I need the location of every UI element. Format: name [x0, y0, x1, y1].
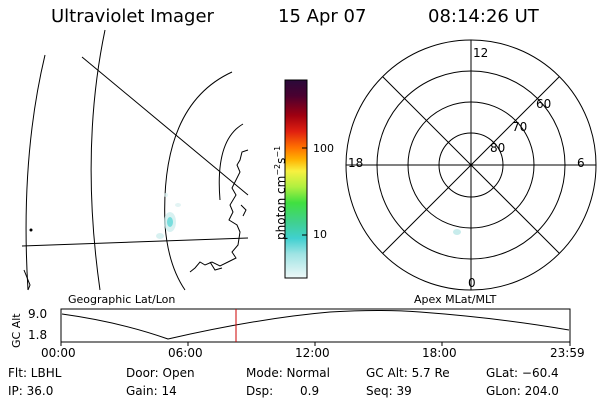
dsp-label: Dsp:: [246, 384, 274, 398]
door-info: Door: Open: [126, 366, 195, 380]
polar-caption: Apex MLat/MLT: [414, 293, 497, 306]
filter-info: Flt: LBHL: [8, 366, 62, 380]
date-label: 15 Apr 07: [278, 6, 367, 27]
xtick-18-00: 18:00: [422, 346, 457, 360]
colorbar-tick-10: 10: [313, 228, 327, 241]
geo-grid-arc: [25, 54, 46, 291]
geo-grid-arc: [218, 123, 244, 201]
xtick-23-59: 23:59: [550, 346, 585, 360]
ip-info: IP: 36.0: [8, 384, 54, 398]
altitude-curve: [61, 310, 570, 340]
dsp-value: 0.9: [300, 384, 320, 398]
gain-info: Gain: 14: [126, 384, 177, 398]
mlt-label-6: 6: [577, 156, 585, 170]
colorbar-tick-100: 100: [313, 142, 334, 155]
gc-alt-info: GC Alt: 5.7 Re: [366, 366, 450, 380]
xtick-12-00: 12:00: [295, 346, 330, 360]
geo-grid-line: [21, 237, 249, 247]
glon-info: GLon: 204.0: [486, 384, 559, 398]
mode-info: Mode: Normal: [246, 366, 330, 380]
geo-grid-arc: [90, 29, 106, 291]
polar-axis-diagonal: [382, 76, 560, 254]
app-title: Ultraviolet Imager: [51, 6, 214, 27]
geo-grid-arc: [164, 71, 233, 291]
mlat-label-60: 60: [536, 97, 552, 111]
time-label: 08:14:26 UT: [428, 6, 539, 27]
altitude-ylabel: GC Alt: [10, 313, 23, 348]
seq-info: Seq: 39: [366, 384, 412, 398]
mlt-label-18: 18: [348, 156, 364, 170]
colorbar: [284, 79, 308, 279]
xtick-06-00: 06:00: [168, 346, 203, 360]
xtick-00-00: 00:00: [41, 346, 76, 360]
glat-info: GLat: −60.4: [486, 366, 559, 380]
geo-caption: Geographic Lat/Lon: [68, 293, 176, 306]
coastline: [189, 149, 249, 273]
mlt-label-0: 0: [468, 276, 476, 290]
geo-grid-line: [81, 56, 249, 196]
mlat-label-70: 70: [512, 120, 528, 134]
altitude-ytick-9: 9.0: [28, 307, 48, 321]
mlt-label-12: 12: [473, 46, 489, 60]
mlat-label-80: 80: [490, 141, 506, 155]
altitude-ytick-1-8: 1.8: [28, 328, 48, 342]
